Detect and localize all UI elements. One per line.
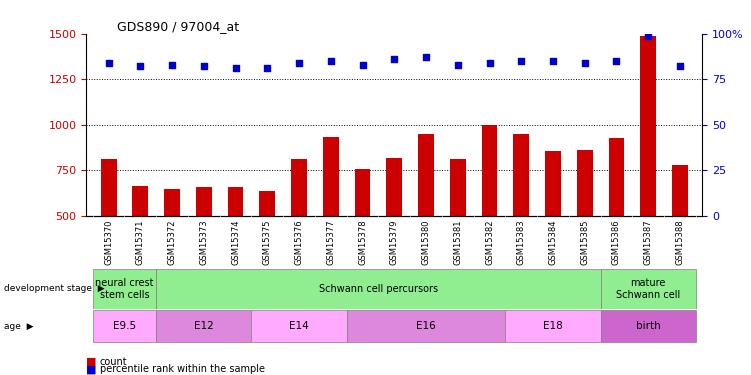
Bar xyxy=(450,159,466,216)
Text: E9.5: E9.5 xyxy=(113,321,136,331)
Text: GSM15384: GSM15384 xyxy=(548,219,557,265)
Text: GSM15388: GSM15388 xyxy=(675,219,684,265)
Bar xyxy=(481,125,497,216)
Point xyxy=(642,33,654,39)
Bar xyxy=(386,158,403,216)
Text: GSM15381: GSM15381 xyxy=(454,219,463,265)
Text: GSM15380: GSM15380 xyxy=(421,219,430,265)
Bar xyxy=(505,310,601,342)
Point xyxy=(674,63,686,69)
Text: E18: E18 xyxy=(543,321,562,331)
Text: Schwann cell percursors: Schwann cell percursors xyxy=(319,284,438,294)
Bar xyxy=(601,310,696,342)
Text: GSM15370: GSM15370 xyxy=(104,219,113,265)
Point xyxy=(611,58,623,64)
Text: ■: ■ xyxy=(86,357,97,367)
Point xyxy=(579,60,591,66)
Text: GSM15372: GSM15372 xyxy=(167,219,176,265)
Point xyxy=(261,65,273,71)
Bar xyxy=(354,169,370,216)
Point xyxy=(166,62,178,68)
Point xyxy=(103,60,115,66)
Point xyxy=(230,65,242,71)
Text: birth: birth xyxy=(636,321,661,331)
Point xyxy=(484,60,496,66)
Bar xyxy=(156,269,601,309)
Text: percentile rank within the sample: percentile rank within the sample xyxy=(100,364,265,374)
Bar xyxy=(545,151,561,216)
Text: GSM15374: GSM15374 xyxy=(231,219,240,265)
Text: GSM15379: GSM15379 xyxy=(390,219,399,265)
Bar xyxy=(291,159,307,216)
Text: GSM15373: GSM15373 xyxy=(199,219,208,265)
Bar xyxy=(347,310,505,342)
Point xyxy=(452,62,464,68)
Bar xyxy=(132,186,148,216)
Text: GSM15376: GSM15376 xyxy=(294,219,303,265)
Point xyxy=(324,58,336,64)
Point xyxy=(357,62,369,68)
Bar xyxy=(156,310,252,342)
Text: GSM15375: GSM15375 xyxy=(263,219,272,265)
Bar xyxy=(92,269,156,309)
Bar xyxy=(92,310,156,342)
Point xyxy=(293,60,305,66)
Text: neural crest
stem cells: neural crest stem cells xyxy=(95,278,154,300)
Bar xyxy=(418,134,434,216)
Text: age  ▶: age ▶ xyxy=(4,322,33,331)
Bar xyxy=(323,137,339,216)
Text: mature
Schwann cell: mature Schwann cell xyxy=(616,278,680,300)
Text: ■: ■ xyxy=(86,364,97,374)
Text: GDS890 / 97004_at: GDS890 / 97004_at xyxy=(117,20,240,33)
Text: GSM15382: GSM15382 xyxy=(485,219,494,265)
Text: GSM15377: GSM15377 xyxy=(326,219,335,265)
Point xyxy=(388,56,400,62)
Text: count: count xyxy=(100,357,128,367)
Bar xyxy=(601,269,696,309)
Bar xyxy=(608,138,624,216)
Bar xyxy=(228,188,243,216)
Bar xyxy=(164,189,180,216)
Point xyxy=(547,58,559,64)
Point xyxy=(198,63,210,69)
Text: GSM15386: GSM15386 xyxy=(612,219,621,265)
Text: development stage  ▶: development stage ▶ xyxy=(4,284,104,293)
Text: GSM15371: GSM15371 xyxy=(136,219,145,265)
Text: GSM15385: GSM15385 xyxy=(581,219,590,265)
Text: GSM15378: GSM15378 xyxy=(358,219,367,265)
Text: E16: E16 xyxy=(416,321,436,331)
Text: GSM15383: GSM15383 xyxy=(517,219,526,265)
Bar xyxy=(101,159,116,216)
Point xyxy=(134,63,146,69)
Point xyxy=(420,54,432,60)
Text: E14: E14 xyxy=(289,321,309,331)
Bar xyxy=(252,310,347,342)
Bar xyxy=(196,186,212,216)
Bar xyxy=(259,191,275,216)
Bar xyxy=(641,36,656,216)
Text: E12: E12 xyxy=(194,321,214,331)
Point xyxy=(515,58,527,64)
Text: GSM15387: GSM15387 xyxy=(644,219,653,265)
Bar xyxy=(514,134,529,216)
Bar xyxy=(577,150,593,216)
Bar xyxy=(672,165,688,216)
